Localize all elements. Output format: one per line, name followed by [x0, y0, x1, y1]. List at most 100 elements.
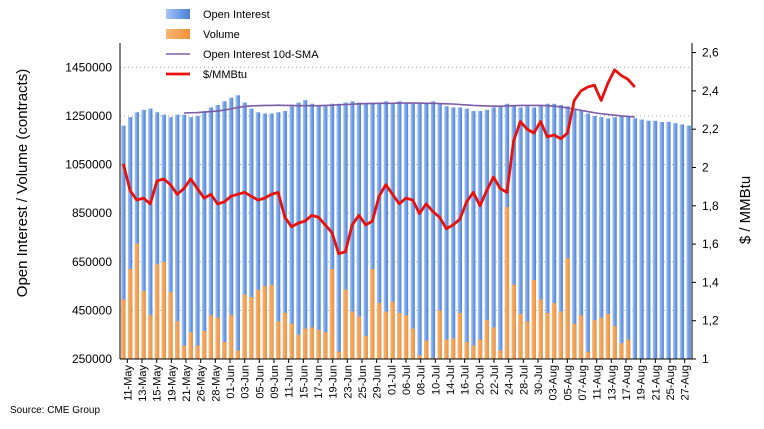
- open-interest-bar: [121, 125, 126, 360]
- x-tick-label: 05-Jun: [254, 365, 266, 399]
- open-interest-bar: [302, 100, 308, 359]
- volume-bar: [249, 297, 254, 359]
- open-interest-bar: [457, 107, 462, 360]
- x-tick-label: 19-Aug: [636, 365, 648, 400]
- volume-bar: [127, 269, 133, 359]
- open-interest-bar: [175, 114, 180, 359]
- x-tick-label: 28-May: [210, 365, 222, 402]
- open-interest-bar: [464, 108, 469, 359]
- right-tick-label: 1,6: [702, 237, 719, 251]
- x-tick-label: 30-Jul: [533, 365, 545, 395]
- left-tick-label: 1250000: [65, 109, 112, 123]
- open-interest-bar: [572, 108, 577, 359]
- open-interest-bar: [477, 111, 483, 359]
- volume-bar: [316, 329, 321, 359]
- open-interest-bar: [424, 103, 429, 360]
- volume-bar: [323, 332, 328, 359]
- price-line: [122, 68, 636, 256]
- open-interest-bar: [551, 103, 557, 360]
- volume-bar: [450, 338, 456, 359]
- open-interest-bar: [410, 103, 415, 360]
- volume-bar: [188, 332, 193, 359]
- open-interest-bar: [558, 104, 563, 359]
- volume-bar: [585, 351, 590, 359]
- right-tick-label: 2,4: [702, 84, 719, 98]
- right-tick-label: 2,6: [702, 46, 719, 60]
- volume-bar: [444, 339, 449, 359]
- x-tick-label: 15-May: [152, 365, 164, 402]
- volume-bar: [565, 258, 570, 359]
- legend-swatch: [166, 29, 190, 39]
- open-interest-bar: [296, 102, 301, 360]
- open-interest-bar: [235, 95, 240, 359]
- open-interest-bar: [612, 117, 617, 359]
- open-interest-bar: [289, 106, 294, 359]
- x-tick-label: 19-Jun: [328, 365, 340, 399]
- x-tick-label: 27-Aug: [680, 365, 692, 400]
- volume-bar: [625, 339, 631, 359]
- volume-bar: [524, 321, 530, 359]
- volume-bar: [504, 207, 510, 359]
- volume-bar: [538, 299, 543, 359]
- open-interest-bar: [659, 122, 664, 359]
- open-interest-bar: [376, 102, 382, 360]
- x-tick-label: 13-Aug: [606, 365, 618, 400]
- open-interest-bar: [255, 112, 261, 360]
- open-interest-bar: [148, 108, 153, 359]
- open-interest-bar: [141, 109, 146, 359]
- volume-bar: [148, 315, 153, 359]
- open-interest-bar: [679, 124, 685, 359]
- open-interest-bar: [262, 113, 267, 359]
- open-interest-bar: [585, 113, 590, 359]
- open-interest-bar: [524, 106, 530, 359]
- volume-bar: [161, 261, 166, 359]
- volume-bar: [343, 289, 348, 359]
- volume-bar: [612, 326, 617, 359]
- x-tick-label: 10-Jul: [430, 365, 442, 395]
- open-interest-bar: [343, 102, 348, 360]
- left-tick-label: 650000: [72, 255, 112, 269]
- x-tick-label: 08-Jul: [416, 365, 428, 395]
- open-interest-bar: [646, 120, 651, 360]
- x-tick-label: 20-Jul: [474, 365, 486, 395]
- open-interest-bar: [168, 117, 173, 359]
- open-interest-bar: [336, 103, 341, 360]
- right-tick-label: 1,8: [702, 199, 719, 213]
- volume-bar: [242, 294, 247, 359]
- volume-bar: [477, 339, 483, 359]
- source-note: Source: CME Group: [10, 405, 100, 416]
- volume-bar: [558, 311, 563, 359]
- open-interest-bar: [397, 101, 402, 359]
- x-tick-label: 23-Jun: [342, 365, 354, 399]
- open-interest-bar: [511, 104, 516, 359]
- open-interest-bar: [390, 102, 395, 360]
- volume-bar: [350, 311, 355, 359]
- volume-bar: [417, 355, 422, 359]
- x-tick-label: 03-Aug: [548, 365, 560, 400]
- volume-bar: [235, 350, 240, 359]
- open-interest-bar: [565, 106, 570, 359]
- right-axis-title: $ / MMBtu: [737, 176, 754, 244]
- open-interest-bar: [363, 103, 368, 360]
- x-tick-label: 11-Jun: [284, 365, 296, 398]
- legend: Open Interest Volume Open Interest 10d-SMA…: [166, 9, 319, 81]
- open-interest-bar: [666, 122, 671, 359]
- volume-bar: [222, 341, 227, 359]
- open-interest-bar: [282, 111, 288, 359]
- volume-bar: [134, 243, 139, 359]
- volume-bar: [471, 345, 476, 359]
- open-interest-bar: [518, 107, 523, 360]
- open-interest-bar: [450, 107, 456, 360]
- open-interest-bar: [275, 112, 281, 360]
- volume-bar: [383, 311, 388, 359]
- volume-bar: [464, 341, 469, 359]
- volume-bar: [370, 269, 375, 359]
- open-interest-bar: [242, 102, 247, 360]
- left-tick-label: 250000: [72, 352, 112, 366]
- right-tick-label: 1: [702, 352, 709, 366]
- right-tick-label: 2: [702, 160, 709, 174]
- open-interest-bar: [201, 111, 207, 359]
- volume-bar: [491, 327, 496, 359]
- volume-bar: [403, 315, 409, 359]
- left-tick-label: 1050000: [65, 158, 112, 172]
